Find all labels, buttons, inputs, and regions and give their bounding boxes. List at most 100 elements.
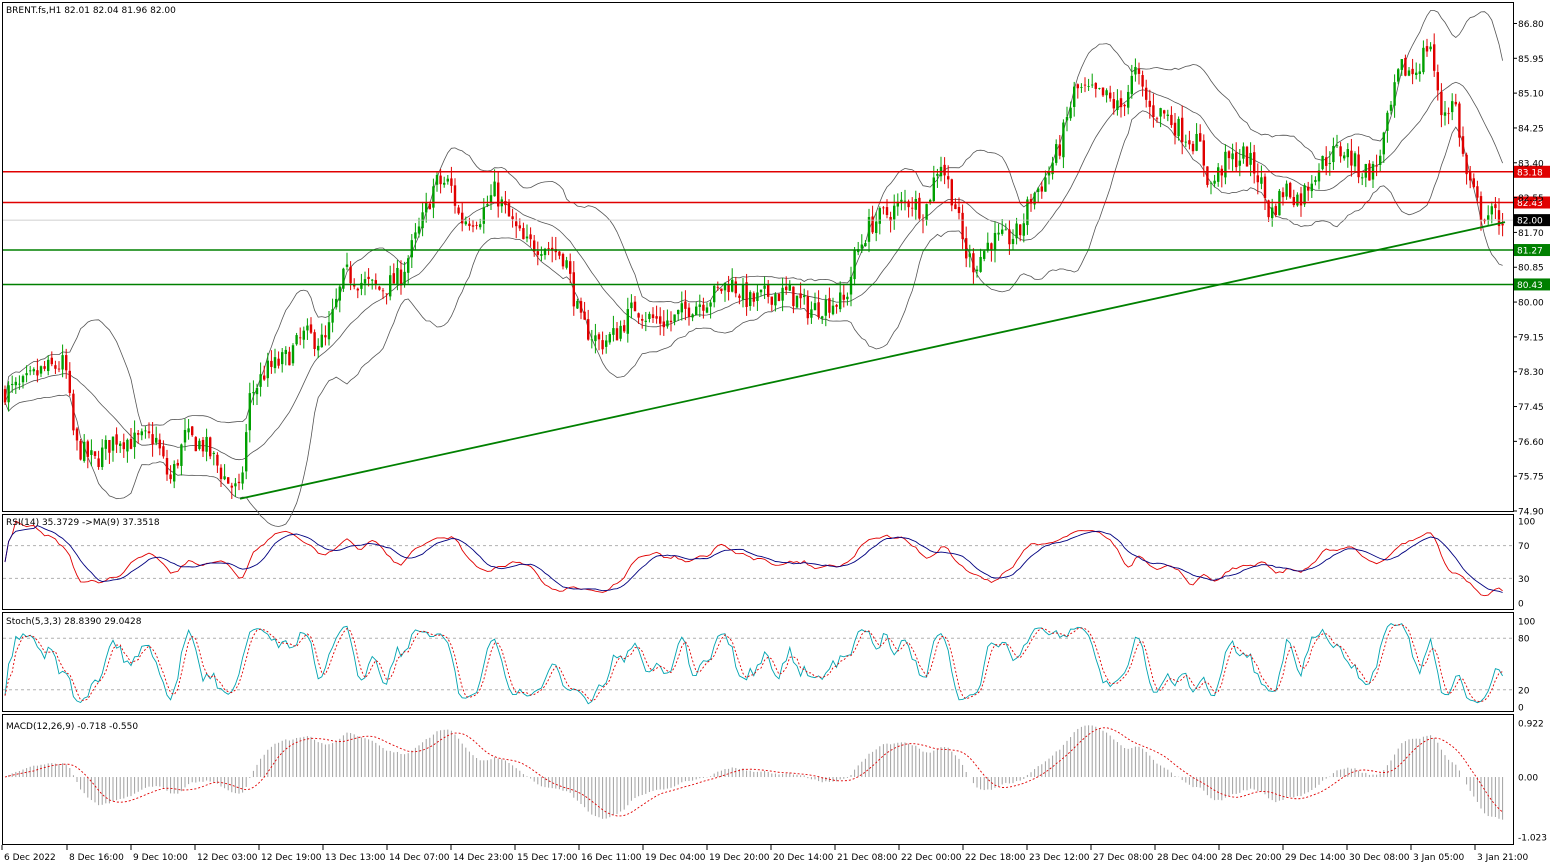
candle-body bbox=[644, 320, 647, 322]
candle-body bbox=[1148, 100, 1151, 107]
candle-body bbox=[871, 216, 874, 233]
axes-layer: 83.18 82.43 81.27 80.43 86.80 85.95 85.10 84.25… bbox=[1, 20, 1550, 863]
candle-body bbox=[7, 385, 10, 403]
candle-body bbox=[572, 272, 575, 307]
candle-body bbox=[29, 370, 32, 372]
candle-body bbox=[741, 284, 745, 300]
candle-body bbox=[1112, 99, 1115, 109]
candle-body bbox=[50, 357, 53, 365]
candle-body bbox=[1375, 165, 1378, 167]
candle-body bbox=[360, 282, 363, 289]
candle-body bbox=[1461, 136, 1465, 154]
time-tick-label: 14 Dec 07:00 bbox=[389, 853, 450, 863]
candle-body bbox=[731, 279, 734, 292]
candle-body bbox=[1206, 166, 1209, 185]
candle-body bbox=[115, 434, 118, 445]
candle-body bbox=[407, 258, 410, 273]
candle-body bbox=[1080, 87, 1083, 88]
candle-body bbox=[698, 304, 701, 307]
candle-body bbox=[97, 458, 100, 467]
candle-body bbox=[767, 284, 770, 297]
candle-body bbox=[903, 200, 907, 202]
candle-body bbox=[1235, 152, 1238, 168]
time-tick-label: 22 Dec 18:00 bbox=[965, 853, 1026, 863]
candle-body bbox=[475, 224, 478, 226]
candle-body bbox=[543, 248, 547, 256]
candle-body bbox=[79, 440, 82, 460]
candle-body bbox=[738, 295, 741, 298]
candle-body bbox=[1436, 72, 1439, 91]
candle-body bbox=[1065, 117, 1069, 121]
candle-body bbox=[1497, 210, 1501, 227]
candle-body bbox=[1379, 155, 1382, 165]
candle-body bbox=[1418, 71, 1421, 74]
candle-body bbox=[61, 355, 64, 370]
candle-body bbox=[335, 298, 338, 308]
candle-body bbox=[914, 198, 917, 210]
candle-body bbox=[151, 434, 154, 445]
candle-body bbox=[1404, 57, 1407, 76]
candle-body bbox=[165, 458, 169, 475]
candle-body bbox=[1051, 162, 1054, 175]
candle-body bbox=[1325, 157, 1328, 166]
stoch-panel[interactable] bbox=[2, 612, 1514, 712]
main-chart-panel[interactable] bbox=[2, 2, 1514, 512]
candle-body bbox=[1256, 175, 1259, 183]
level-label: 81.27 bbox=[1517, 247, 1543, 257]
candle-body bbox=[68, 370, 71, 393]
candle-body bbox=[1317, 170, 1321, 182]
candle-body bbox=[270, 360, 273, 367]
candle-body bbox=[641, 318, 644, 321]
candle-body bbox=[32, 369, 35, 372]
candle-body bbox=[356, 288, 359, 291]
candle-body bbox=[1109, 92, 1112, 99]
candle-body bbox=[655, 316, 658, 319]
time-tick-label: 9 Dec 10:00 bbox=[133, 853, 188, 863]
candle-body bbox=[1346, 149, 1349, 158]
time-tick-label: 3 Jan 05:00 bbox=[1413, 853, 1465, 863]
candle-body bbox=[1166, 114, 1169, 116]
candle-body bbox=[975, 269, 979, 272]
rsi-line bbox=[4, 520, 1503, 597]
candle-body bbox=[1227, 151, 1231, 159]
time-tick-label: 19 Dec 20:00 bbox=[709, 853, 770, 863]
candle-body bbox=[687, 307, 691, 317]
candle-body bbox=[522, 228, 525, 240]
price-tick-label: 80.00 bbox=[1518, 299, 1544, 309]
candle-body bbox=[486, 204, 489, 206]
candle-body bbox=[529, 234, 532, 240]
candle-body bbox=[1026, 199, 1029, 226]
candle-body bbox=[1040, 186, 1043, 192]
candle-body bbox=[792, 286, 795, 307]
rsi-panel[interactable] bbox=[2, 514, 1514, 610]
candle-body bbox=[1238, 160, 1241, 166]
candle-body bbox=[1314, 179, 1317, 182]
candle-body bbox=[968, 253, 971, 257]
macd-tick-label: 0.00 bbox=[1518, 774, 1538, 784]
candle-body bbox=[810, 309, 813, 318]
candle-body bbox=[1087, 86, 1090, 87]
candle-body bbox=[1260, 177, 1263, 184]
candle-body bbox=[327, 322, 331, 340]
macd-tick-label: 0.922 bbox=[1518, 720, 1544, 730]
candle-body bbox=[284, 349, 287, 355]
candle-body bbox=[345, 264, 349, 267]
candle-body bbox=[1469, 172, 1472, 181]
candle-body bbox=[795, 295, 799, 308]
candle-body bbox=[1487, 215, 1490, 220]
candle-body bbox=[392, 273, 395, 284]
level-tag bbox=[1514, 278, 1550, 291]
rsi-label: RSI(14) 35.3729 ->MA(9) 37.3518 bbox=[6, 518, 160, 528]
candle-body bbox=[252, 392, 255, 394]
candle-body bbox=[579, 301, 583, 313]
candle-body bbox=[648, 313, 651, 319]
time-tick-label: 23 Dec 12:00 bbox=[1029, 853, 1090, 863]
candle-body bbox=[1029, 199, 1033, 204]
candle-body bbox=[162, 446, 165, 457]
candle-body bbox=[1357, 154, 1360, 178]
stoch-signal-line bbox=[4, 624, 1503, 703]
candle-body bbox=[1062, 122, 1065, 158]
candle-body bbox=[119, 443, 122, 446]
candle-body bbox=[864, 242, 867, 247]
